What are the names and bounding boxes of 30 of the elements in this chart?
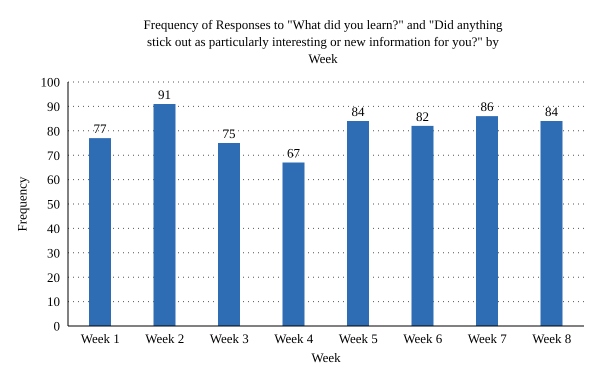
- y-tick-label: 80: [47, 123, 60, 138]
- x-axis-title: Week: [311, 350, 342, 365]
- data-label: 77: [94, 121, 107, 136]
- y-tick-label: 20: [47, 270, 60, 285]
- y-tick-label: 90: [47, 99, 60, 114]
- data-label: 84: [545, 104, 558, 120]
- x-tick-label: Week 4: [274, 331, 314, 346]
- y-tick-label: 0: [54, 318, 60, 334]
- x-tick-label: Week 7: [468, 331, 508, 346]
- y-axis-title: Frequency: [14, 176, 30, 232]
- y-tick-label: 10: [47, 294, 60, 310]
- chart-title: Frequency of Responses to "What did you learn?" and "Did anything stick out as particularly interesting or new information for you?" by Week: [142, 16, 504, 67]
- y-tick-label: 50: [47, 196, 60, 212]
- data-label: 67: [287, 146, 300, 161]
- x-tick-label: Week 6: [403, 331, 443, 346]
- y-tick-label: 40: [47, 221, 60, 236]
- x-tick-label: Week 1: [80, 331, 120, 346]
- y-tick-label: 100: [40, 74, 60, 90]
- data-label: 82: [416, 108, 429, 124]
- y-tick-label: 70: [47, 148, 60, 163]
- y-tick-label: 30: [47, 245, 60, 260]
- x-tick-label: Week 2: [145, 331, 184, 346]
- data-label: 75: [222, 126, 236, 141]
- data-label: 84: [352, 104, 365, 120]
- x-tick-label: Week 3: [210, 331, 249, 346]
- x-tick-label: Week 8: [532, 331, 572, 346]
- data-label: 91: [158, 86, 171, 102]
- x-tick-label: Week 5: [338, 331, 378, 346]
- y-tick-label: 60: [47, 172, 60, 188]
- data-label: 86: [480, 99, 494, 114]
